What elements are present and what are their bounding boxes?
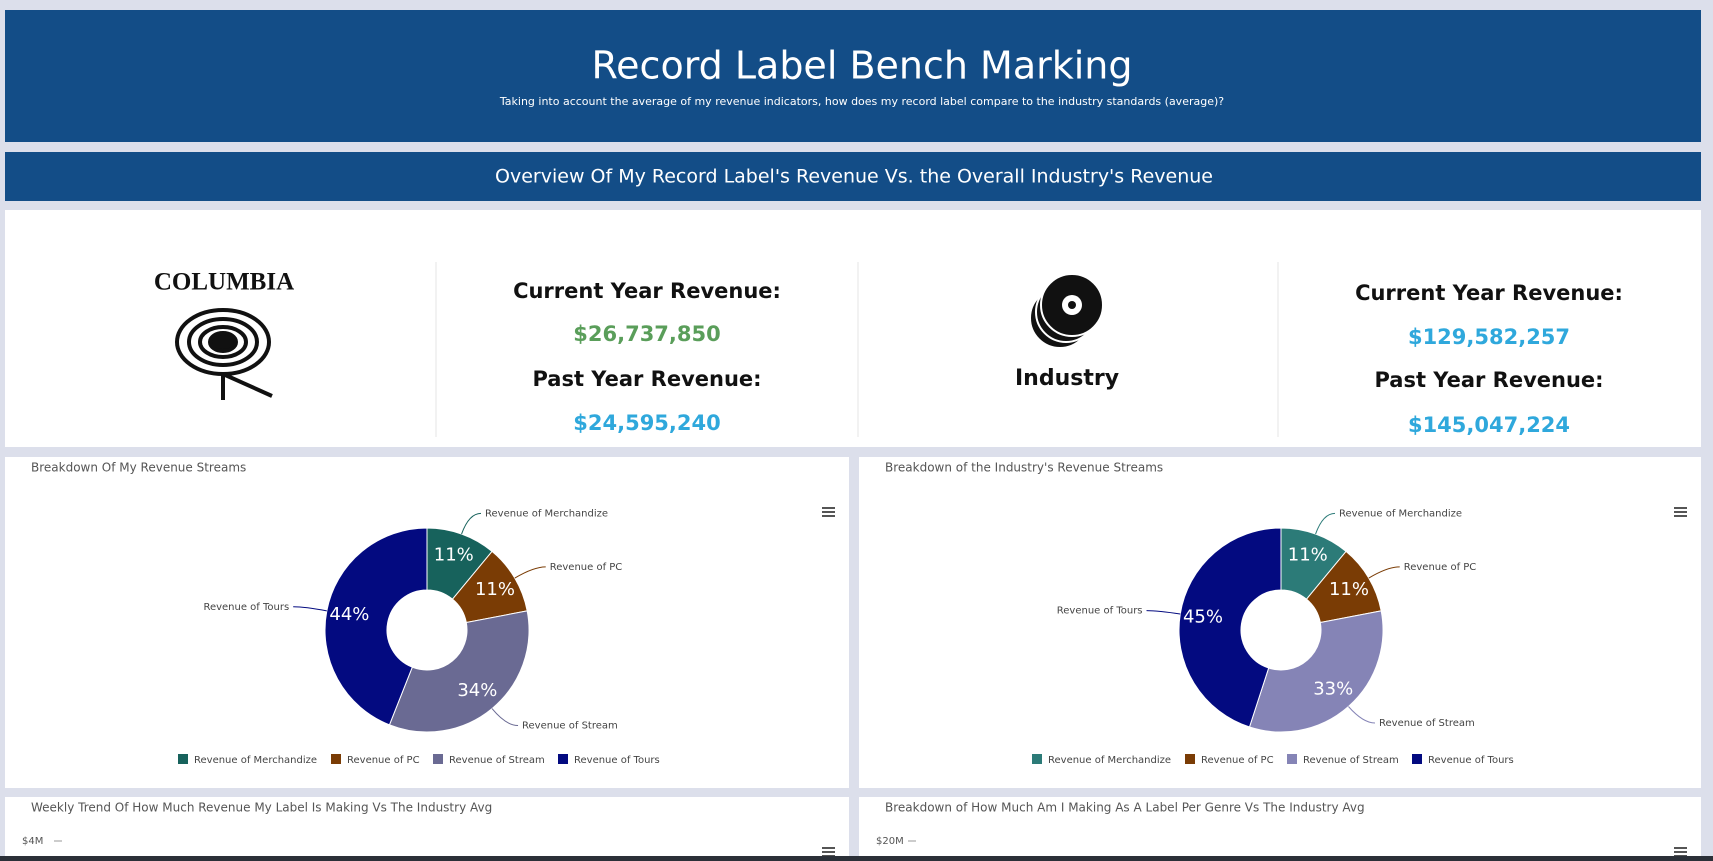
kpi-label: Past Year Revenue: [532,367,761,391]
chart-panel [5,457,849,788]
page-title: Record Label Bench Marking [591,44,1132,88]
data-label: 45% [1183,607,1223,628]
legend-label[interactable]: Revenue of Merchandize [194,755,317,766]
data-label: 11% [475,579,515,600]
callout-label: Revenue of Stream [522,721,618,732]
legend-label[interactable]: Revenue of Tours [1428,755,1514,766]
leader-line [514,566,546,579]
menu-icon [822,515,835,517]
kpi-value: $26,737,850 [573,322,720,346]
callout-label: Revenue of PC [1404,562,1477,573]
callout-label: Revenue of PC [550,562,623,573]
data-label: 11% [434,545,474,566]
chart-title: Breakdown of How Much Am I Making As A L… [885,801,1365,815]
kpi-label: Past Year Revenue: [1374,368,1603,392]
chart-title: Weekly Trend Of How Much Revenue My Labe… [31,801,492,815]
menu-icon [1674,515,1687,517]
legend-swatch [433,754,443,764]
chart-title: Breakdown Of My Revenue Streams [31,461,246,475]
legend-label[interactable]: Revenue of Tours [574,755,660,766]
leader-line [491,708,519,727]
kpi-label: Current Year Revenue: [1355,281,1623,305]
legend-label[interactable]: Revenue of Merchandize [1048,755,1171,766]
legend-swatch [331,754,341,764]
page-subtitle: Taking into account the average of my re… [499,95,1224,108]
y-tick-label: $4M [22,836,43,847]
pie-slice [324,527,428,726]
industry-icon [1029,273,1104,349]
menu-icon [822,507,835,509]
data-label: 33% [1313,678,1353,699]
legend-swatch [1032,754,1042,764]
legend-label[interactable]: Revenue of PC [1201,755,1274,766]
legend-swatch [178,754,188,764]
section-title: Overview Of My Record Label's Revenue Vs… [495,166,1213,188]
chart-panel [859,797,1701,861]
legend-swatch [1185,754,1195,764]
legend-swatch [1287,754,1297,764]
menu-icon [1674,507,1687,509]
callout-label: Revenue of Merchandize [1339,508,1462,519]
leader-line [1315,512,1336,535]
leader-line [293,606,327,612]
leader-line [1368,566,1400,579]
legend-swatch [558,754,568,764]
menu-icon [822,851,835,853]
menu-icon [822,511,835,513]
callout-label: Revenue of Stream [1379,718,1475,729]
data-label: 11% [1288,545,1328,566]
legend-label[interactable]: Revenue of PC [347,755,420,766]
data-label: 44% [329,604,369,625]
bottom-strip [0,856,1713,861]
data-label: 34% [457,680,497,701]
callout-label: Revenue of Tours [203,602,289,613]
pie-slice [1178,527,1282,728]
y-tick-label: $20M [876,836,904,847]
menu-icon [1674,511,1687,513]
logo-text: COLUMBIA [154,269,294,296]
section-banner [5,152,1701,201]
kpi-value: $145,047,224 [1408,413,1570,437]
logo [175,308,273,400]
chart-title: Breakdown of the Industry's Revenue Stre… [885,461,1163,475]
header-banner [5,10,1701,142]
pie-slice [1248,610,1384,733]
leader-line [1348,706,1376,724]
menu-icon [1674,847,1687,849]
kpi-panel [5,210,1701,447]
kpi-value: $24,595,240 [573,411,720,435]
kpi-label: Current Year Revenue: [513,279,781,303]
leader-line [1146,610,1181,615]
callout-label: Revenue of Merchandize [485,508,608,519]
legend-swatch [1412,754,1422,764]
data-label: 11% [1329,579,1369,600]
chart-panel [859,457,1701,788]
kpi-value: $129,582,257 [1408,325,1570,349]
leader-line [461,512,482,535]
chart-panel [5,797,849,861]
legend-label[interactable]: Revenue of Stream [449,755,545,766]
callout-label: Revenue of Tours [1057,606,1143,617]
menu-icon [1674,851,1687,853]
menu-icon [822,847,835,849]
pie-slice [388,610,530,733]
legend-label[interactable]: Revenue of Stream [1303,755,1399,766]
industry-name: Industry [1015,366,1119,391]
